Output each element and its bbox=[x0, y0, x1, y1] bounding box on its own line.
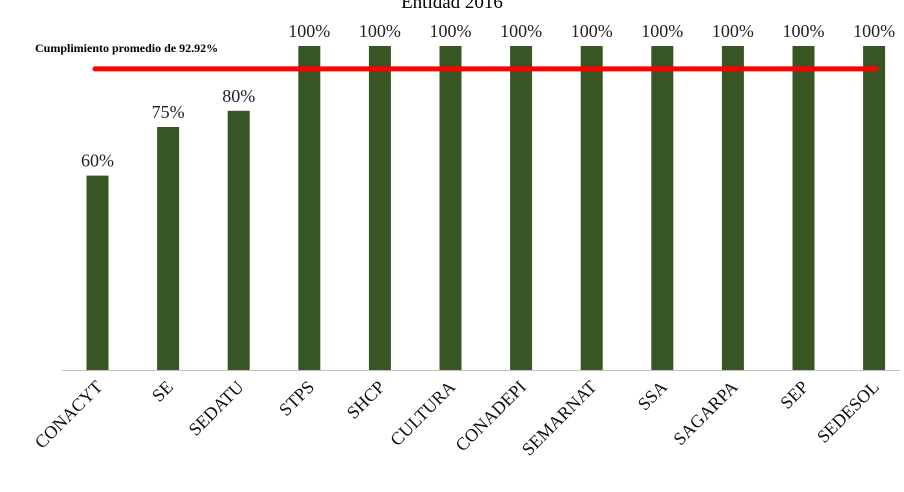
data-label-sagarpa: 100% bbox=[712, 21, 754, 41]
x-tick-label-stps: STPS bbox=[275, 377, 318, 420]
data-label-sep: 100% bbox=[783, 21, 825, 41]
x-tick-label-shcp: SHCP bbox=[343, 377, 389, 423]
x-tick-label-ssa: SSA bbox=[634, 377, 671, 414]
bar-conadepi bbox=[510, 46, 533, 370]
data-label-sedatu: 80% bbox=[222, 86, 255, 106]
data-label-semarnat: 100% bbox=[571, 21, 613, 41]
data-label-shcp: 100% bbox=[359, 21, 401, 41]
bar-cultura bbox=[439, 46, 462, 370]
chart-title: Entidad 2016 bbox=[401, 0, 503, 13]
x-tick-label-sedesol: SEDESOL bbox=[813, 377, 883, 447]
data-label-conadepi: 100% bbox=[500, 21, 542, 41]
x-tick-label-se: SE bbox=[148, 377, 177, 406]
data-label-conacyt: 60% bbox=[81, 151, 114, 171]
x-tick-label-conacyt: CONACYT bbox=[31, 377, 107, 453]
bar-ssa bbox=[651, 46, 674, 370]
bar-sep bbox=[792, 46, 815, 370]
data-label-stps: 100% bbox=[288, 21, 330, 41]
x-tick-label-conadepi: CONADEPI bbox=[451, 377, 529, 455]
bar-shcp bbox=[368, 46, 391, 370]
data-label-cultura: 100% bbox=[430, 21, 472, 41]
x-tick-labels-group: CONACYT SE SEDATU STPS SHCPCULTURACONADEPISE… bbox=[31, 377, 883, 460]
bar-sagarpa bbox=[721, 46, 744, 370]
bars-group bbox=[86, 46, 886, 371]
bar-conacyt bbox=[86, 175, 109, 370]
x-tick-label-semarnat: SEMARNAT bbox=[518, 377, 601, 460]
x-tick-label-cultura: CULTURA bbox=[386, 377, 459, 450]
data-label-sedesol: 100% bbox=[853, 21, 895, 41]
bar-se bbox=[157, 127, 180, 370]
bar-semarnat bbox=[580, 46, 603, 370]
bar-stps bbox=[298, 46, 321, 370]
data-label-ssa: 100% bbox=[641, 21, 683, 41]
x-tick-label-sedatu: SEDATU bbox=[185, 377, 248, 440]
bar-sedesol bbox=[863, 46, 886, 370]
data-labels-group: 60% 75% 80% 100% 100% 100% 100% 100% 100% 100% 100… bbox=[81, 21, 895, 171]
data-label-se: 75% bbox=[152, 102, 185, 122]
x-tick-label-sagarpa: SAGARPA bbox=[669, 377, 741, 449]
x-tick-label-sep: SEP bbox=[776, 377, 812, 413]
average-annotation: Cumplimiento promedio de 92.92% bbox=[35, 41, 218, 55]
bar-sedatu bbox=[227, 110, 250, 371]
